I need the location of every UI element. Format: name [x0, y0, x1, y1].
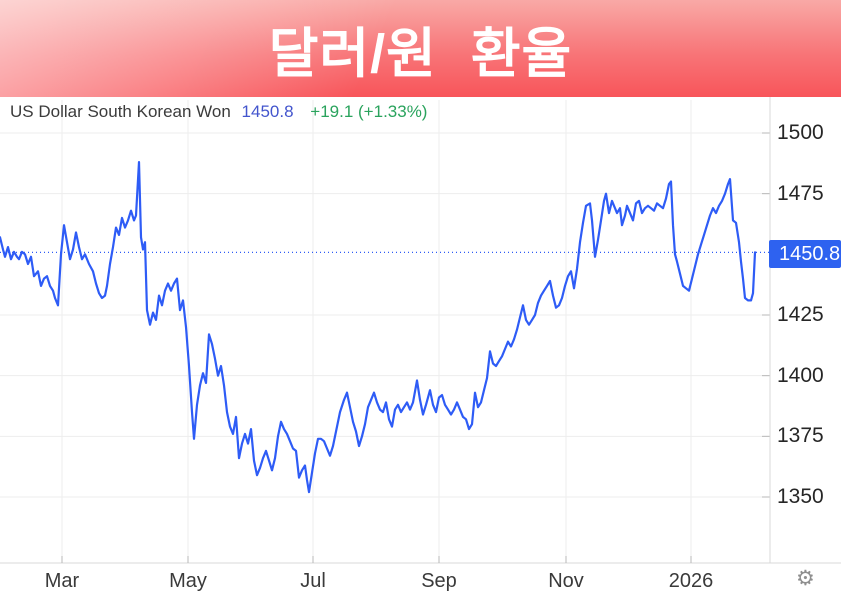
x-axis-label: May [169, 570, 207, 592]
settings-gear-icon[interactable]: ⚙ [796, 566, 815, 590]
x-axis-label: Nov [548, 570, 584, 592]
x-axis-label: Sep [421, 570, 457, 592]
series-change: +19.1 (+1.33%) [310, 102, 428, 121]
x-axis-label: Jul [300, 570, 326, 592]
title-banner: 달러/원 환율 [0, 0, 841, 97]
series-name: US Dollar South Korean Won [10, 102, 231, 121]
chart-header: US Dollar South Korean Won 1450.8 +19.1 … [10, 102, 427, 122]
current-price-badge: 1450.8 [769, 240, 841, 268]
series-last-value: 1450.8 [241, 102, 294, 121]
y-axis-label: 1350 [777, 485, 824, 508]
y-axis-label: 1500 [777, 121, 824, 144]
x-axis-label: 2026 [668, 570, 714, 592]
y-axis-label: 1400 [777, 364, 824, 387]
page-title: 달러/원 환율 [268, 24, 573, 84]
price-line-series [0, 161, 757, 494]
y-axis-label: 1425 [777, 303, 824, 326]
y-axis-label: 1375 [777, 424, 824, 447]
x-axis-label: Mar [44, 570, 80, 592]
y-axis-label: 1475 [777, 182, 824, 205]
